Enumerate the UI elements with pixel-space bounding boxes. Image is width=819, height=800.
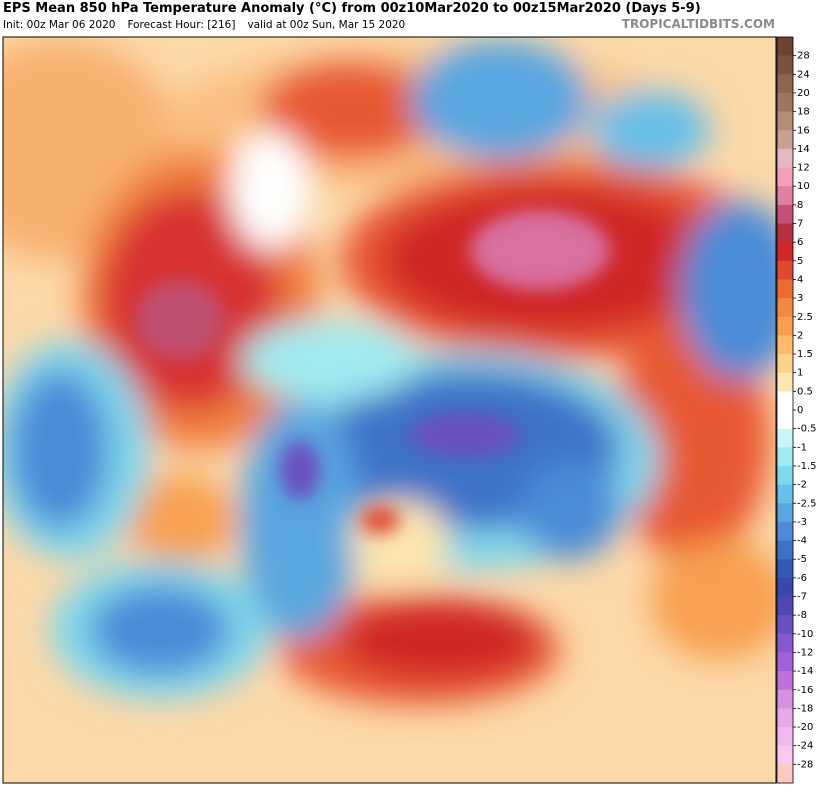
colorbar-label: 12 [797, 163, 810, 174]
colorbar-swatch [777, 540, 793, 560]
colorbar-label: -2 [797, 480, 807, 491]
colorbar-label: -4 [797, 536, 807, 547]
colorbar-swatch [777, 391, 793, 411]
colorbar-swatch [777, 708, 793, 728]
colorbar-swatch [777, 92, 793, 112]
colorbar-label: -20 [797, 722, 813, 733]
colorbar-swatch [777, 298, 793, 318]
colorbar-swatch [777, 671, 793, 691]
colorbar-label: -12 [797, 647, 813, 658]
colorbar-label: 3 [797, 293, 803, 304]
colorbar-swatch [777, 633, 793, 653]
colorbar-label: -1.5 [797, 461, 817, 472]
colorbar-swatch [777, 764, 793, 784]
colorbar-swatch [777, 596, 793, 616]
colorbar-swatch [777, 130, 793, 150]
colorbar-label: 24 [797, 69, 810, 80]
colorbar-label: -0.5 [797, 424, 817, 435]
colorbar-label: 0 [797, 405, 803, 416]
colorbar-label: -28 [797, 759, 813, 770]
colorbar-swatch [777, 652, 793, 672]
colorbar-label: 1 [797, 368, 803, 379]
colorbar-label: 5 [797, 256, 803, 267]
colorbar-swatch [777, 335, 793, 355]
map-subtitle: Init: 00z Mar 06 2020 Forecast Hour: [216… [3, 19, 417, 31]
colorbar-label: 2 [797, 330, 803, 341]
colorbar-swatch [777, 615, 793, 635]
colorbar-label: -16 [797, 685, 813, 696]
colorbar-label: -5 [797, 554, 807, 565]
colorbar-swatch [777, 410, 793, 429]
colorbar-label: -7 [797, 592, 807, 603]
colorbar-label: 28 [797, 51, 810, 62]
colorbar-label: 20 [797, 88, 810, 99]
colorbar-swatch [777, 316, 793, 336]
site-name: TROPICALTIDBITS.COM [621, 17, 775, 31]
colorbar-swatch [777, 354, 793, 373]
colorbar-label: 10 [797, 181, 810, 192]
colorbar-label: 14 [797, 144, 810, 155]
colorbar-swatch [777, 503, 793, 523]
colorbar-label: 4 [797, 274, 803, 285]
colorbar-swatch [777, 148, 793, 168]
colorbar-swatch [777, 74, 793, 94]
colorbar-label: 6 [797, 237, 803, 248]
forecast-hour: Forecast Hour: [216] [127, 19, 236, 31]
colorbar-swatch [777, 727, 793, 746]
anomaly-field [3, 37, 776, 783]
colorbar-label: 1.5 [797, 349, 813, 360]
colorbar-label: -10 [797, 629, 813, 640]
colorbar-swatch [777, 260, 793, 280]
colorbar-label: -2.5 [797, 498, 817, 509]
colorbar-label: -18 [797, 703, 813, 714]
map-title: EPS Mean 850 hPa Temperature Anomaly (°C… [3, 1, 701, 16]
colorbar-swatch [777, 372, 793, 392]
colorbar-label: 2.5 [797, 312, 813, 323]
colorbar-swatch [777, 559, 793, 579]
colorbar-label: 18 [797, 107, 810, 118]
colorbar-swatch [777, 745, 793, 765]
colorbar-swatch [777, 55, 793, 75]
colorbar-swatch [777, 577, 793, 597]
init-time: Init: 00z Mar 06 2020 [3, 19, 116, 31]
colorbar-swatch [777, 465, 793, 485]
colorbar-label: -8 [797, 610, 807, 621]
colorbar: 28 24 20 18 16 14 12 10 8 7 6 5 4 3 2.5 2 1.5 1 0.5 0 -0.5 -1… [776, 36, 817, 784]
colorbar-swatch [777, 279, 793, 299]
colorbar-label: 8 [797, 200, 803, 211]
colorbar-swatch [777, 428, 793, 448]
colorbar-label: 16 [797, 125, 810, 136]
colorbar-swatch [777, 223, 793, 243]
colorbar-swatch [777, 204, 793, 224]
colorbar-swatch [777, 186, 793, 206]
colorbar-swatch [777, 521, 793, 541]
colorbar-label: -24 [797, 741, 813, 752]
colorbar-swatch [777, 167, 793, 187]
colorbar-label: -1 [797, 442, 807, 453]
colorbar-label: -6 [797, 573, 807, 584]
colorbar-label: 0.5 [797, 386, 813, 397]
colorbar-swatch [777, 447, 793, 467]
valid-time: valid at 00z Sun, Mar 15 2020 [247, 19, 406, 31]
colorbar-swatch [777, 689, 793, 709]
colorbar-label: -3 [797, 517, 807, 528]
colorbar-label: 7 [797, 219, 803, 230]
colorbar-swatch [777, 111, 793, 131]
colorbar-label: -14 [797, 666, 813, 677]
colorbar-swatch [777, 37, 793, 56]
colorbar-swatch [777, 242, 793, 262]
colorbar-swatch [777, 484, 793, 504]
